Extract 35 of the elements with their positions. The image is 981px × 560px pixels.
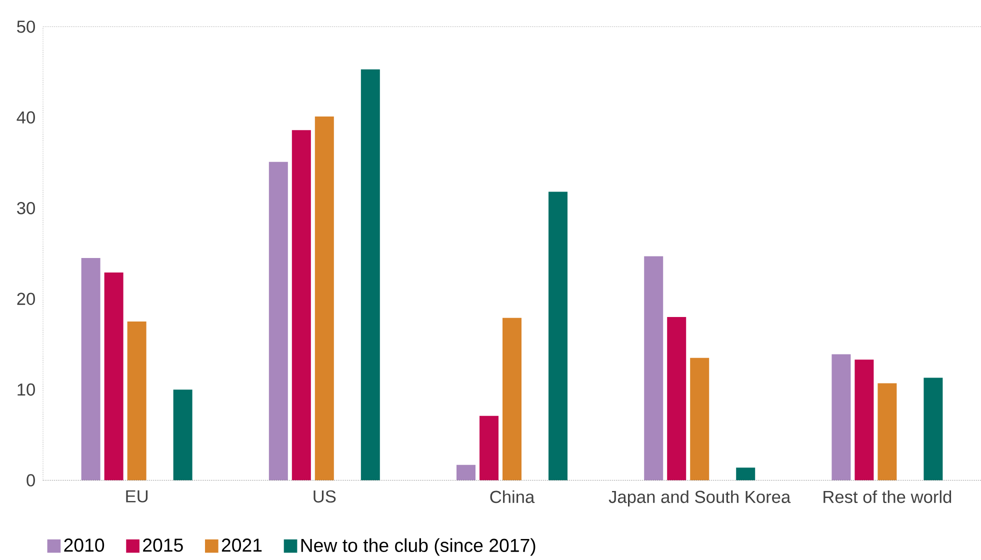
- legend-label: 2010: [64, 538, 104, 552]
- bar: [548, 192, 568, 480]
- x-tick-label: Japan and South Korea: [608, 490, 791, 506]
- x-tick-label: US: [314, 490, 336, 503]
- y-tick-label: 40: [16, 111, 35, 124]
- bar: [736, 468, 756, 480]
- bar: [360, 69, 380, 480]
- y-tick-label: 10: [18, 383, 35, 396]
- y-tick-label: 0: [26, 474, 35, 486]
- legend-label: New to the club (since 2017): [301, 538, 536, 556]
- x-tick-label: EU: [126, 490, 148, 502]
- legend-label: 2015: [143, 538, 183, 552]
- bar: [104, 272, 124, 480]
- bar: [127, 322, 146, 480]
- bar: [924, 378, 943, 480]
- x-tick-label: China: [490, 490, 535, 504]
- y-tick-label: 50: [17, 20, 35, 33]
- x-tick-label: Rest of the world: [824, 490, 952, 504]
- bar: [292, 130, 311, 480]
- bar: [480, 416, 499, 480]
- bar: [81, 258, 100, 480]
- bar: [173, 390, 192, 480]
- bar: [268, 162, 288, 480]
- bar: [667, 317, 686, 480]
- y-tick-label: 30: [17, 202, 35, 214]
- bar: [690, 358, 710, 480]
- bar: [456, 464, 476, 480]
- legend-label: 2021: [222, 538, 262, 552]
- y-tick-label: 20: [17, 292, 35, 305]
- bar: [502, 318, 522, 480]
- bar: [644, 256, 664, 480]
- bar: [854, 360, 874, 480]
- bar: [314, 116, 334, 480]
- bar: [878, 383, 897, 480]
- bar: [832, 354, 851, 480]
